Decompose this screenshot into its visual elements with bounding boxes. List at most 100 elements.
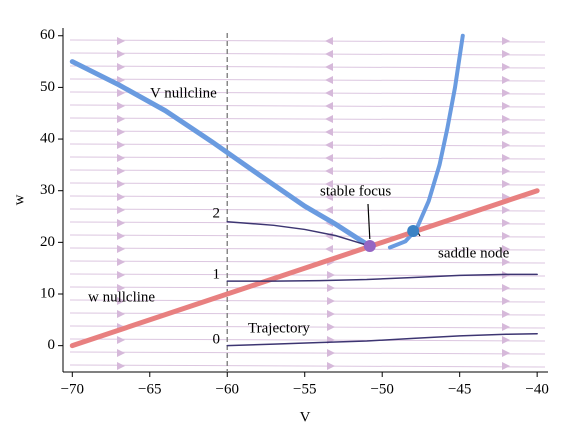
streamline — [69, 221, 546, 225]
stream-arrow — [502, 310, 510, 318]
stream-arrow — [325, 76, 333, 84]
streamline — [69, 130, 546, 134]
stream-arrow — [117, 297, 125, 305]
streamline — [69, 260, 546, 264]
stream-arrow — [502, 141, 510, 149]
stream-arrow — [502, 323, 510, 331]
streamline — [69, 169, 546, 173]
stream-arrow — [502, 193, 510, 201]
stream-arrow — [502, 37, 510, 45]
y-tick-label: 40 — [40, 130, 55, 146]
streamline — [69, 117, 546, 121]
streamlines — [69, 37, 546, 370]
stream-arrow — [117, 336, 125, 344]
stream-arrow — [502, 154, 510, 162]
x-tick-label: −55 — [293, 381, 316, 397]
stream-arrow — [327, 349, 335, 357]
x-tick-label: −40 — [525, 381, 548, 397]
stream-arrow — [117, 219, 125, 227]
series-label: w nullcline — [88, 289, 155, 305]
stream-arrow — [327, 310, 335, 318]
stream-arrow — [502, 232, 510, 240]
stream-arrow — [502, 180, 510, 188]
stream-arrow — [502, 284, 510, 292]
stream-arrow — [502, 89, 510, 97]
stream-arrow — [502, 349, 510, 357]
stream-arrow — [325, 245, 333, 253]
stream-arrow — [117, 128, 125, 136]
streamline — [69, 364, 546, 368]
stream-arrow — [117, 258, 125, 266]
streamline — [69, 65, 546, 69]
stream-arrow — [502, 362, 510, 370]
stream-arrow — [502, 206, 510, 214]
streamline — [69, 143, 546, 147]
x-tick-label: −50 — [370, 381, 393, 397]
stream-arrow — [117, 310, 125, 318]
stream-arrow — [325, 50, 333, 58]
stream-arrow — [117, 349, 125, 357]
stream-arrow — [327, 284, 335, 292]
stream-arrow — [502, 219, 510, 227]
stream-arrow — [327, 297, 335, 305]
stream-arrow — [117, 271, 125, 279]
stream-arrow — [117, 50, 125, 58]
streamline — [69, 39, 546, 43]
point — [407, 224, 420, 237]
stream-arrow — [117, 284, 125, 292]
y-tick-label: 10 — [40, 285, 55, 301]
stream-arrow — [327, 323, 335, 331]
annotation: Trajectory — [248, 320, 310, 336]
stream-arrow — [325, 167, 333, 175]
streamline — [69, 234, 546, 238]
stream-arrow — [325, 102, 333, 110]
stream-arrow — [502, 50, 510, 58]
x-tick-label: −60 — [216, 381, 239, 397]
series-line — [226, 220, 371, 247]
streamline — [69, 286, 546, 290]
series-label: 0 — [213, 331, 221, 347]
streamline — [69, 195, 546, 199]
stream-arrow — [325, 180, 333, 188]
stream-arrow — [117, 232, 125, 240]
stream-arrow — [117, 245, 125, 253]
stream-arrow — [117, 154, 125, 162]
stream-arrow — [502, 128, 510, 136]
streamline — [69, 299, 546, 303]
stream-arrow — [502, 167, 510, 175]
stream-arrow — [117, 193, 125, 201]
streamline — [69, 351, 546, 355]
series-line — [387, 33, 465, 250]
y-tick-label: 20 — [40, 234, 55, 250]
stream-arrow — [117, 115, 125, 123]
y-tick-label: 30 — [40, 182, 55, 198]
stream-arrow — [502, 258, 510, 266]
x-tick-label: −70 — [61, 381, 84, 397]
streamline — [69, 104, 546, 108]
series-label: 2 — [213, 205, 221, 221]
stream-arrow — [117, 362, 125, 370]
streamline — [69, 182, 546, 186]
y-tick-label: 60 — [40, 27, 55, 43]
stream-arrow — [325, 89, 333, 97]
streamline — [69, 338, 546, 342]
stream-arrow — [117, 63, 125, 71]
y-tick-label: 0 — [48, 337, 56, 353]
stream-arrow — [327, 362, 335, 370]
point-label: saddle node — [438, 245, 510, 261]
streamline — [69, 325, 546, 329]
x-tick-label: −45 — [448, 381, 471, 397]
stream-arrow — [325, 115, 333, 123]
series-line — [69, 188, 540, 349]
stream-arrow — [502, 115, 510, 123]
series-line — [226, 273, 538, 282]
streamline — [69, 247, 546, 251]
stream-arrow — [325, 37, 333, 45]
stream-arrow — [327, 271, 335, 279]
stream-arrow — [325, 63, 333, 71]
streamline — [69, 78, 546, 82]
stream-arrow — [117, 141, 125, 149]
annotation-arrow — [367, 203, 371, 240]
stream-arrow — [117, 180, 125, 188]
